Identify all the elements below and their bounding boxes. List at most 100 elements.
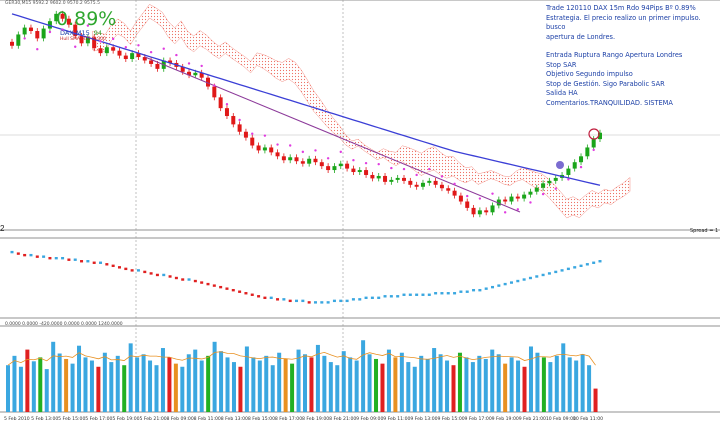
volume-bar bbox=[412, 366, 417, 412]
momentum-dot bbox=[351, 298, 355, 301]
momentum-dot bbox=[364, 296, 368, 300]
volume-bar bbox=[167, 357, 172, 412]
candle-body bbox=[60, 13, 65, 19]
entry-marker bbox=[556, 161, 564, 169]
volume-histogram bbox=[6, 340, 598, 412]
volume-bar bbox=[593, 388, 598, 412]
candle-body bbox=[572, 162, 577, 169]
momentum-dot bbox=[16, 252, 20, 255]
info-line: Comentarios.TRANQUILIDAD. SISTEMA bbox=[546, 98, 673, 107]
volume-bar bbox=[567, 357, 572, 412]
time-tick-label: 5 Feb 21:00 bbox=[139, 416, 166, 422]
candle-body bbox=[16, 34, 21, 46]
time-tick-label: 5 Feb 2010 bbox=[4, 416, 30, 422]
candle-body bbox=[300, 161, 305, 164]
time-tick-label: 10 Feb 09:00 bbox=[546, 416, 576, 422]
candle-body bbox=[262, 147, 267, 151]
time-tick-label: 8 Feb 17:00 bbox=[275, 416, 302, 422]
momentum-dot bbox=[446, 292, 450, 295]
momentum-dot bbox=[212, 284, 216, 287]
momentum-dot bbox=[168, 275, 172, 278]
candle-body bbox=[10, 41, 14, 46]
sar-dot bbox=[516, 208, 520, 211]
momentum-dot bbox=[73, 258, 77, 261]
momentum-dot bbox=[453, 292, 457, 295]
candle-body bbox=[73, 24, 78, 36]
momentum-dot bbox=[598, 260, 602, 263]
momentum-dot bbox=[566, 267, 570, 271]
candle-body bbox=[427, 180, 432, 183]
volume-bar bbox=[574, 360, 579, 412]
volume-bar bbox=[206, 355, 211, 412]
candle-body bbox=[85, 37, 90, 44]
momentum-dot bbox=[339, 299, 343, 303]
volume-bar bbox=[193, 349, 198, 412]
sar-dot bbox=[453, 182, 456, 186]
candle-body bbox=[98, 48, 103, 54]
candle-body bbox=[351, 168, 356, 173]
sar-dot bbox=[428, 167, 431, 171]
volume-bar bbox=[309, 357, 314, 412]
indicator-sublabel: Hull SMA/H15 SL300 bbox=[60, 37, 106, 42]
volume-bar bbox=[283, 358, 288, 412]
volume-bar bbox=[516, 360, 521, 412]
time-tick-label: 5 Feb 15:00 bbox=[58, 416, 85, 422]
sar-dot bbox=[200, 64, 203, 68]
momentum-dot bbox=[111, 264, 115, 268]
candle-body bbox=[389, 179, 394, 182]
candle-body bbox=[92, 37, 97, 49]
volume-bar bbox=[44, 369, 49, 412]
info-line: Objetivo Segundo impulso bbox=[546, 70, 633, 79]
candle-body bbox=[433, 180, 438, 185]
volume-bar bbox=[419, 355, 424, 412]
info-line: Entrada Ruptura Rango Apertura Londres bbox=[546, 51, 683, 60]
volume-bar bbox=[6, 365, 10, 412]
candle-body bbox=[41, 28, 46, 39]
momentum-dot bbox=[42, 255, 46, 258]
trend-line[interactable] bbox=[144, 56, 521, 213]
volume-bar bbox=[128, 343, 133, 412]
time-tick-label: 8 Feb 09:00 bbox=[167, 416, 194, 422]
time-tick-label: 8 Feb 15:00 bbox=[248, 416, 275, 422]
sar-dot bbox=[162, 47, 165, 50]
indicator-label: DAX,M15 94 bbox=[60, 29, 102, 37]
sar-dot bbox=[541, 192, 545, 196]
info-line: Estrategia. El precio realizo un primer … bbox=[546, 13, 701, 32]
candle-body bbox=[376, 175, 381, 179]
candle-body bbox=[206, 77, 210, 87]
volume-bar bbox=[451, 365, 456, 412]
volume-bar bbox=[141, 354, 146, 412]
momentum-dot bbox=[92, 261, 96, 264]
volume-bar bbox=[57, 353, 62, 412]
momentum-dot bbox=[377, 296, 381, 300]
volume-bar bbox=[277, 352, 282, 412]
momentum-dot bbox=[29, 253, 33, 257]
momentum-dot bbox=[174, 276, 178, 280]
candle-body bbox=[598, 132, 602, 140]
momentum-dot bbox=[541, 273, 545, 277]
volume-bar bbox=[296, 349, 301, 412]
momentum-dot bbox=[250, 293, 254, 296]
momentum-dot bbox=[187, 278, 191, 281]
momentum-dot bbox=[219, 285, 223, 289]
candle-body bbox=[509, 196, 514, 202]
candle-body bbox=[319, 162, 324, 167]
candle-body bbox=[458, 195, 463, 202]
candle-body bbox=[345, 163, 350, 169]
momentum-dot bbox=[307, 301, 311, 304]
candle-body bbox=[193, 72, 198, 76]
volume-bar bbox=[445, 360, 450, 412]
volume-bar bbox=[70, 363, 75, 412]
candle-body bbox=[104, 47, 109, 54]
momentum-dot bbox=[491, 285, 495, 289]
volume-bar bbox=[186, 354, 191, 412]
volume-bar bbox=[406, 362, 411, 412]
candle-body bbox=[66, 18, 71, 25]
momentum-dot bbox=[383, 295, 387, 298]
momentum-dot bbox=[23, 253, 27, 257]
candle-body bbox=[503, 199, 508, 202]
momentum-dot bbox=[288, 299, 292, 303]
momentum-dot bbox=[516, 279, 520, 283]
info-line: Salida HA bbox=[546, 89, 578, 98]
